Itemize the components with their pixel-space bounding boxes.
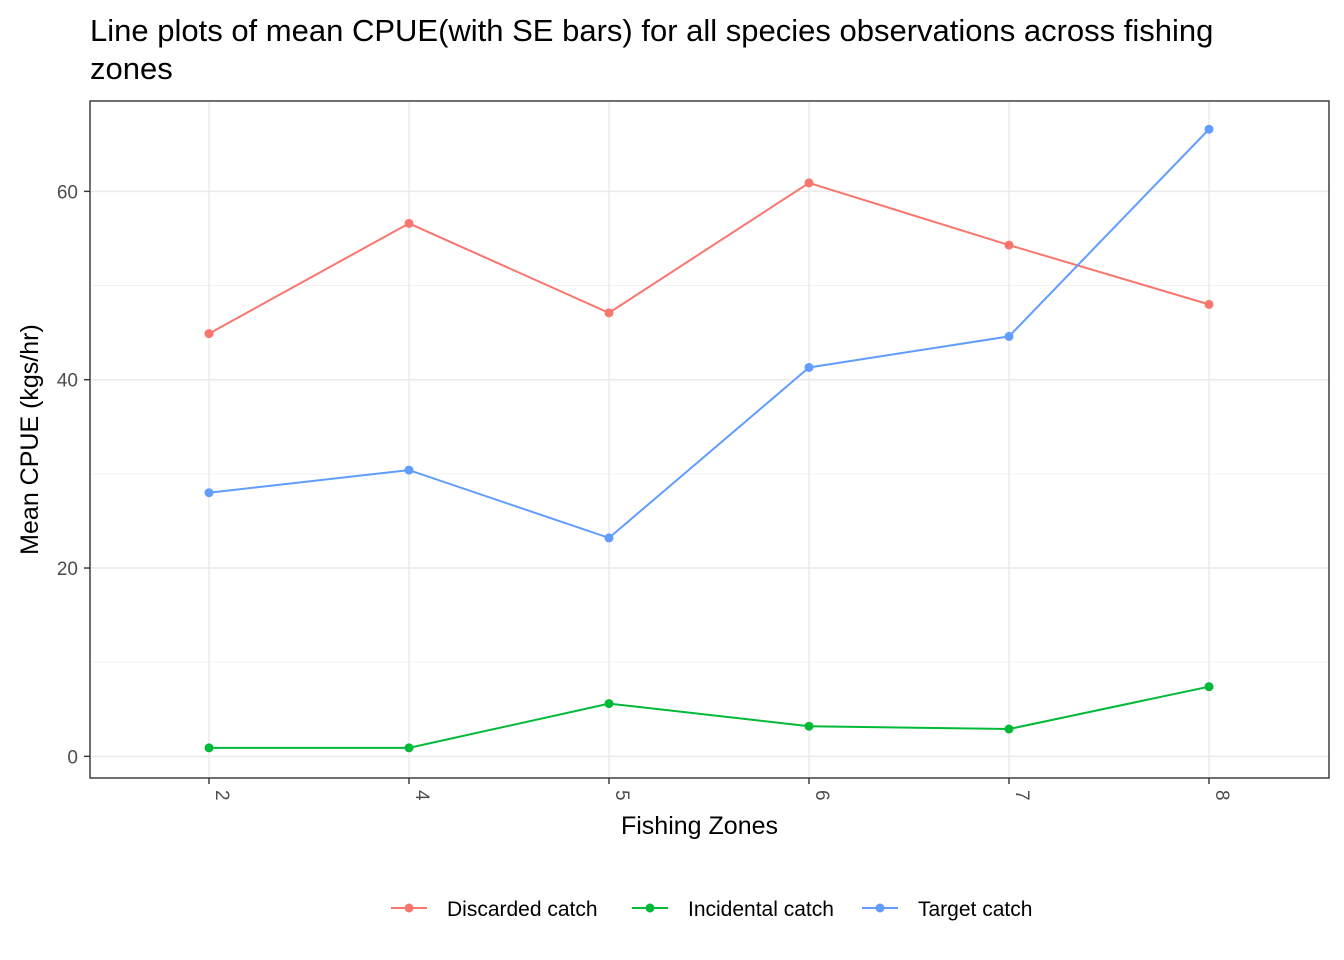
data-point-incidental-catch (1004, 724, 1014, 734)
x-tick-label: 6 (811, 790, 832, 801)
y-tick-label: 40 (57, 371, 78, 392)
x-tick-label: 5 (611, 790, 632, 801)
data-point-target-catch (1004, 331, 1014, 341)
series-lines (204, 124, 1214, 753)
data-point-incidental-catch (404, 743, 414, 753)
series-line-discarded-catch (208, 181, 1210, 335)
chart-title: Line plots of mean CPUE(with SE bars) fo… (90, 13, 1214, 86)
legend-label: Discarded catch (447, 898, 598, 921)
legend-key-point (404, 903, 414, 913)
x-tick-label: 4 (411, 790, 432, 801)
data-point-target-catch (204, 488, 214, 498)
series-line-target-catch (208, 128, 1210, 540)
data-point-target-catch (804, 362, 814, 372)
data-point-target-catch (404, 465, 414, 475)
grid-lines (90, 101, 1329, 778)
data-point-incidental-catch (1204, 682, 1214, 692)
data-point-discarded-catch (1204, 299, 1214, 309)
y-tick-label: 20 (57, 559, 78, 580)
data-point-discarded-catch (604, 308, 614, 318)
data-point-incidental-catch (804, 721, 814, 731)
data-point-discarded-catch (804, 178, 814, 188)
data-point-target-catch (604, 533, 614, 543)
data-point-incidental-catch (204, 743, 214, 753)
y-axis-title: Mean CPUE (kgs/hr) (16, 324, 44, 555)
axes: 0 20 40 60 2 4 5 6 7 8 (57, 182, 1232, 801)
x-tick-label: 7 (1011, 790, 1032, 801)
series-line-incidental-catch (209, 685, 1210, 749)
legend-label: Target catch (918, 898, 1032, 921)
y-tick-label: 0 (67, 747, 78, 768)
data-point-incidental-catch (604, 699, 614, 709)
x-axis-title: Fishing Zones (621, 812, 778, 840)
plot-panel-border (89, 100, 1330, 779)
data-point-discarded-catch (204, 329, 214, 339)
data-point-discarded-catch (404, 218, 414, 228)
legend-item-target-catch: Target catch (862, 898, 1032, 921)
legend-item-incidental-catch: Incidental catch (632, 898, 834, 921)
legend-item-discarded-catch: Discarded catch (391, 898, 598, 921)
legend-key-point (875, 903, 885, 913)
data-point-discarded-catch (1004, 240, 1014, 250)
y-tick-label: 60 (57, 182, 78, 203)
data-point-target-catch (1204, 124, 1214, 134)
legend: Discarded catch Incidental catch Target ca… (391, 898, 1032, 921)
legend-label: Incidental catch (688, 898, 834, 921)
x-tick-label: 8 (1211, 790, 1232, 801)
x-tick-label: 2 (211, 790, 232, 801)
legend-key-point (645, 903, 655, 913)
